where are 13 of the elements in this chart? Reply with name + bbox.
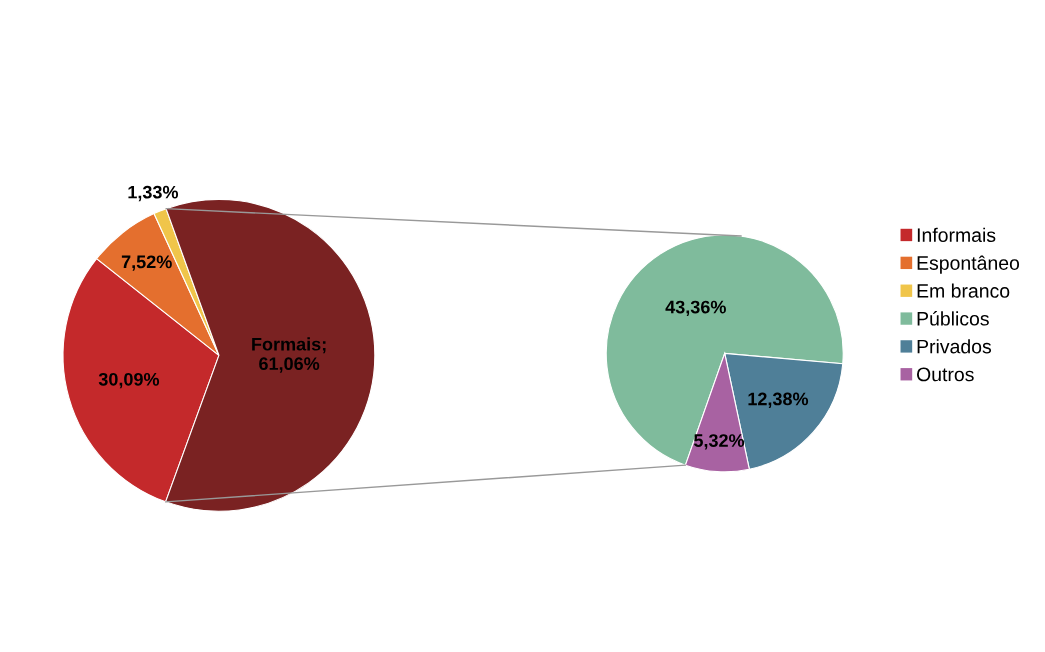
legend-label: Outros xyxy=(917,367,974,382)
data-label: 30,09% xyxy=(98,372,160,389)
data-label: 43,36% xyxy=(665,300,726,317)
legend-label: Privados xyxy=(917,339,992,354)
data-label: 12,38% xyxy=(748,392,809,408)
legend-label: Informais xyxy=(917,227,996,243)
legend-label: Em branco xyxy=(917,283,1010,298)
legend-label: Espontâneo xyxy=(917,255,1020,274)
legend-label: Públicos xyxy=(917,311,989,326)
data-label: Formais; 61,06% xyxy=(252,337,326,373)
data-label: 7,52% xyxy=(121,255,172,271)
data-label: 1,33% xyxy=(128,185,179,202)
data-label: 5,32% xyxy=(693,434,745,450)
